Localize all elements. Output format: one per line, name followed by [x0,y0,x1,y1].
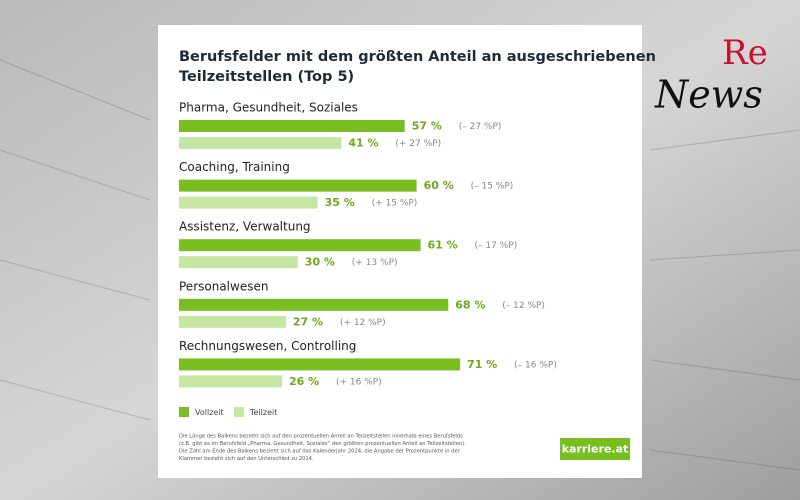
change-label: (– 12 %P) [502,301,545,311]
value-label: 35 % [325,196,355,209]
change-label: (+ 15 %P) [372,199,418,209]
legend-label: Vollzeit [195,408,224,417]
brand-news: News [654,73,763,117]
legend-swatch [234,407,244,417]
footnote: Die Zahl am Ende des Balkens bezieht sic… [179,449,461,455]
card [158,25,642,478]
bar [179,137,342,149]
category-label: Personalwesen [179,279,268,293]
bar [179,196,318,209]
legend-swatch [179,407,189,417]
brand-re: Re [722,33,768,73]
change-label: (+ 27 %P) [395,139,441,149]
change-label: (+ 13 %P) [352,258,398,268]
change-label: (– 27 %P) [459,122,502,132]
chart: Berufsfelder mit dem größten Anteil an a… [179,49,656,462]
logo: karriere.at [562,443,629,456]
value-label: 60 % [424,179,454,192]
footnote: Die Länge des Balkens bezieht sich auf d… [179,434,463,440]
change-label: (+ 12 %P) [340,318,386,328]
bar [179,120,405,132]
footnote: Klammer bezieht sich auf den Unterschied… [179,456,314,462]
bar [179,239,421,252]
change-label: (– 17 %P) [475,241,518,251]
chart-title: Teilzeitstellen (Top 5) [179,69,354,85]
footnote: (z.B. gibt es im Berufsfeld „Pharma, Ges… [179,441,466,447]
value-label: 61 % [428,239,458,252]
category-label: Assistenz, Verwaltung [179,220,311,234]
change-label: (– 15 %P) [471,182,514,192]
bar [179,179,417,192]
category-label: Rechnungswesen, Controlling [179,339,356,353]
category-label: Coaching, Training [179,160,290,174]
value-label: 71 % [467,358,497,371]
change-label: (+ 16 %P) [336,377,382,387]
category-label: Pharma, Gesundheit, Soziales [179,101,358,115]
newspaper-lines [0,59,800,471]
bar [179,315,286,328]
value-label: 27 % [293,315,323,328]
value-label: 68 % [455,298,485,311]
value-label: 26 % [289,375,319,388]
value-label: 57 % [412,120,442,133]
value-label: 41 % [348,137,378,150]
chart-title: Berufsfelder mit dem größten Anteil an a… [179,49,656,65]
bar [179,298,449,311]
bar [179,375,282,388]
bar [179,358,461,371]
logo-box [560,438,630,460]
value-label: 30 % [305,256,335,269]
bar [179,256,298,269]
change-label: (– 16 %P) [514,360,557,370]
legend-label: Teilzeit [249,408,277,417]
